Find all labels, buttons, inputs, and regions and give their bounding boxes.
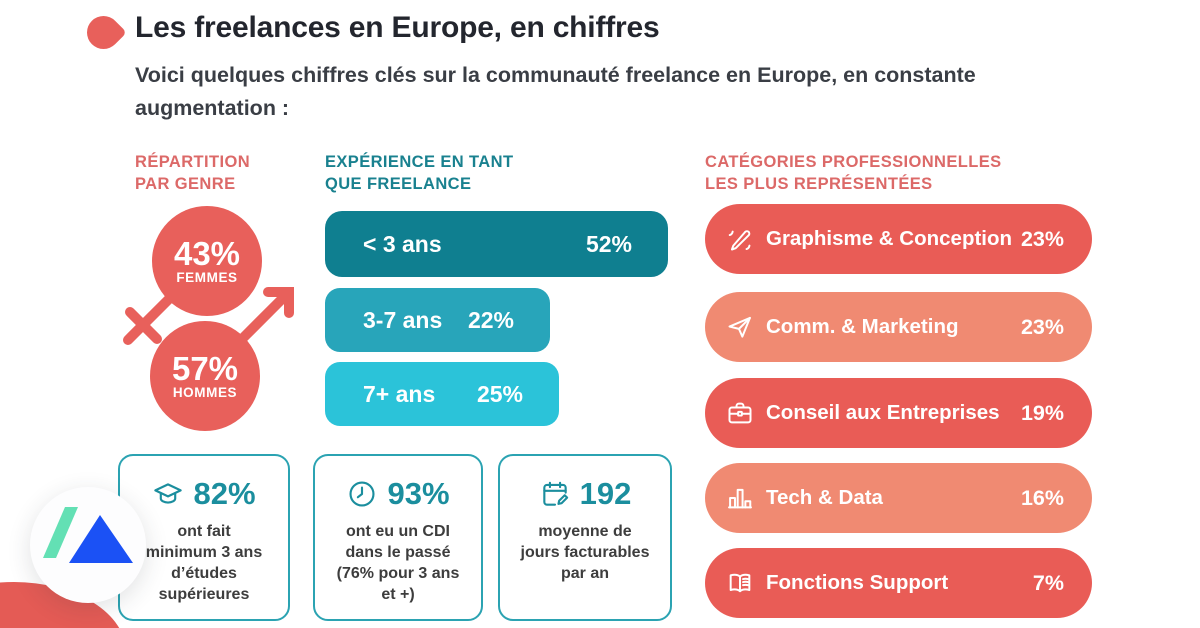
experience-section-heading: EXPÉRIENCE EN TANT QUE FREELANCE [325,151,513,195]
bar-chart-icon [726,484,754,512]
bar-label: 3-7 ans [363,306,443,333]
stat-circle-femmes: 43% FEMMES [152,206,262,316]
clock-icon [346,478,378,510]
bar-label: 7+ ans [363,380,436,407]
categories-heading-line1: CATÉGORIES PROFESSIONNELLES [705,153,1002,171]
card-line: (76% pour 3 ans [336,565,460,582]
stat-circle-hommes: 57% HOMMES [150,321,260,431]
card-line: d’études [171,565,237,582]
experience-bar-7-plus-ans: 7+ ans 25% [325,362,559,426]
bar-label: < 3 ans [363,230,442,257]
category-label: Graphisme & Conception [766,227,1013,250]
title-bullet-blob-icon [80,9,127,56]
femmes-label: FEMMES [176,269,238,285]
hommes-label: HOMMES [172,384,238,400]
card-value: 82% [193,476,256,511]
card-description: ont fait minimum 3 ans d’études supérieu… [120,521,288,605]
category-pill-conseil: Conseil aux Entreprises 19% [705,378,1092,448]
card-description: ont eu un CDI dans le passé (76% pour 3 … [315,521,481,605]
card-description: moyenne de jours facturables par an [500,521,670,584]
open-book-icon [726,569,754,597]
card-line: ont fait [177,523,231,540]
category-pill-comm-marketing: Comm. & Marketing 23% [705,292,1092,362]
bar-value: 25% [476,380,523,407]
category-value: 23% [1020,314,1064,339]
category-value: 7% [1032,570,1064,595]
card-line: jours facturables [520,544,650,561]
female-symbol-crossbar [125,307,162,344]
graduation-cap-icon [152,478,184,510]
stat-card-jours-facturables: 192 moyenne de jours facturables par an [498,454,672,621]
categories-section-heading: CATÉGORIES PROFESSIONNELLES LES PLUS REP… [705,151,1002,195]
category-value: 23% [1020,226,1064,251]
category-pill-fonctions-support: Fonctions Support 7% [705,548,1092,618]
category-value: 19% [1020,400,1064,425]
category-value: 16% [1020,485,1064,510]
card-line: ont eu un CDI [346,523,450,540]
card-line: par an [560,565,609,582]
gender-heading-line2: PAR GENRE [135,175,236,193]
card-line: dans le passé [345,544,451,561]
categories-heading-line2: LES PLUS REPRÉSENTÉES [705,175,933,193]
bar-value: 52% [585,230,632,257]
category-label: Tech & Data [766,486,883,509]
card-value: 93% [387,476,450,511]
card-line: supérieures [158,586,250,603]
gender-heading-line1: RÉPARTITION [135,153,251,171]
male-symbol-shaft [238,288,293,343]
hommes-percentage: 57% [171,349,239,387]
category-label: Comm. & Marketing [766,315,959,338]
category-pill-graphisme: Graphisme & Conception 23% [705,204,1092,274]
paper-plane-icon [726,313,754,341]
card-value: 192 [579,476,632,511]
card-line: minimum 3 ans [145,544,263,561]
triangle-logo-icon [43,507,133,563]
page-title: Les freelances en Europe, en chiffres [135,11,660,44]
bar-value: 22% [467,306,514,333]
experience-bar-less-3-ans: < 3 ans 52% [325,211,668,277]
brand-logo [30,487,146,603]
gender-section-heading: RÉPARTITION PAR GENRE [135,151,250,195]
female-symbol-shaft [123,293,175,345]
stat-card-cdi: 93% ont eu un CDI dans le passé (76% pou… [313,454,483,621]
male-symbol-arrowhead [263,287,294,318]
calendar-pencil-icon [539,478,571,510]
page-subtitle: Voici quelques chiffres clés sur la comm… [135,63,976,120]
category-label: Conseil aux Entreprises [766,401,1000,424]
briefcase-icon [726,399,754,427]
card-line: moyenne de [538,523,632,540]
category-label: Fonctions Support [766,571,949,594]
experience-heading-line2: QUE FREELANCE [325,175,472,193]
experience-bar-3-7-ans: 3-7 ans 22% [325,288,550,352]
femmes-percentage: 43% [173,234,241,272]
stat-card-etudes: 82% ont fait minimum 3 ans d’études supé… [118,454,290,621]
experience-heading-line1: EXPÉRIENCE EN TANT [325,153,514,171]
category-pill-tech-data: Tech & Data 16% [705,463,1092,533]
card-line: et +) [381,586,415,603]
pen-sparkle-icon [726,225,754,253]
